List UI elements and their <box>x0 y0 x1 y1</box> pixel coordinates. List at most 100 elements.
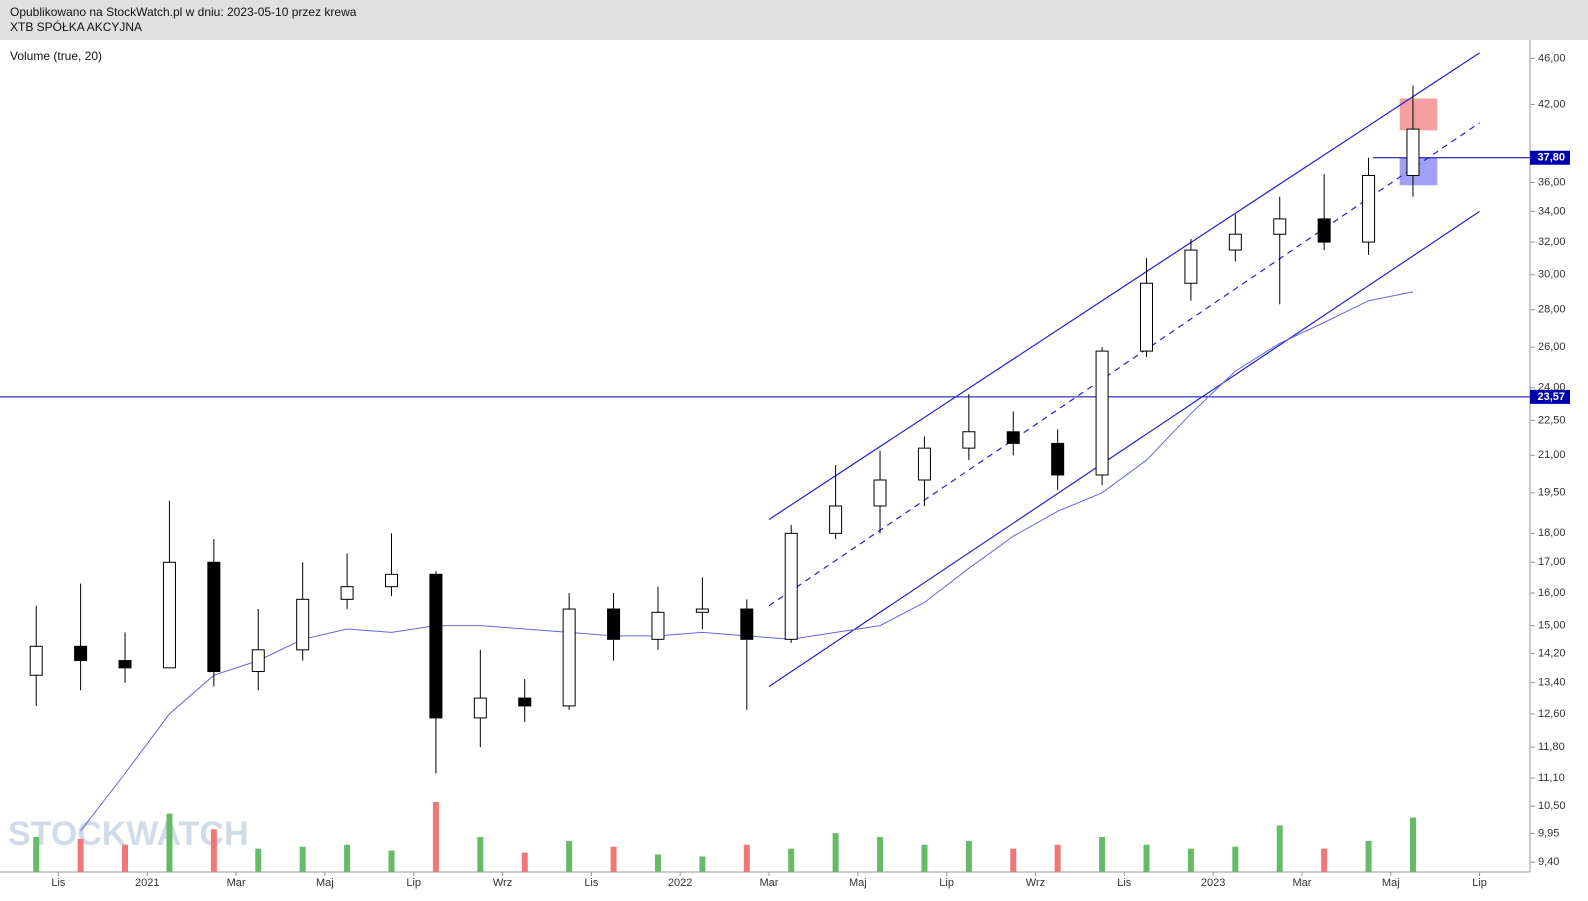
x-tick-label: Maj <box>1382 877 1400 889</box>
y-tick-label: 36,00 <box>1538 176 1566 188</box>
volume-bar <box>699 856 706 872</box>
volume-label: Volume (true, 20) <box>10 49 102 63</box>
candle-body <box>162 561 176 669</box>
volume-bar <box>432 802 439 872</box>
y-tick-label: 13,40 <box>1538 677 1566 689</box>
published-note: Opublikowano na StockWatch.pl w dniu: 20… <box>10 5 357 19</box>
candle-body <box>1184 249 1198 284</box>
volume-bar <box>210 829 217 872</box>
instrument-name: XTB SPÓŁKA AKCYJNA <box>10 20 143 34</box>
candle-body <box>1273 218 1287 235</box>
volume-bar <box>610 846 617 872</box>
candle-body <box>962 431 976 449</box>
candle-body <box>473 697 487 719</box>
volume-bar <box>877 837 884 872</box>
volume-bar <box>255 848 262 872</box>
x-tick-label: Lis <box>584 877 599 889</box>
channel-line <box>768 122 1480 607</box>
candle-body <box>385 573 398 588</box>
volume-bar <box>1321 848 1328 872</box>
watermark: STOCKWATCH <box>8 815 249 853</box>
x-tick-label: 2022 <box>668 877 692 889</box>
volume-bar <box>122 844 129 872</box>
x-tick-label: Mar <box>227 877 246 889</box>
x-tick-label: Wrz <box>493 877 512 889</box>
x-tick-label: Wrz <box>1026 877 1045 889</box>
y-tick-label: 34,00 <box>1538 205 1566 217</box>
y-tick-label: 9,95 <box>1538 827 1559 839</box>
volume-bar <box>1099 837 1106 872</box>
volume-bar <box>299 846 306 872</box>
y-tick-label: 32,00 <box>1538 236 1566 248</box>
candle-body <box>784 532 798 640</box>
y-tick-label: 17,00 <box>1538 556 1566 568</box>
x-tick-label: Lip <box>939 877 954 889</box>
candle-body <box>1006 431 1020 444</box>
y-tick-label: 10,50 <box>1538 800 1566 812</box>
y-tick-label: 19,50 <box>1538 487 1566 499</box>
volume-bar <box>1010 848 1017 872</box>
candle-body <box>429 573 443 719</box>
volume-bar <box>33 837 40 872</box>
channel-line <box>768 210 1480 688</box>
y-tick-label: 21,00 <box>1538 449 1566 461</box>
candle-body <box>562 608 576 707</box>
y-tick-label: 42,00 <box>1538 98 1566 110</box>
y-tick-label: 11,80 <box>1538 741 1565 753</box>
volume-bar <box>1409 817 1416 872</box>
header: Opublikowano na StockWatch.pl w dniu: 20… <box>0 0 1588 40</box>
candle-body <box>1140 282 1153 352</box>
channel-line <box>768 52 1480 520</box>
volume-bar <box>921 844 928 872</box>
moving-average <box>80 291 1414 832</box>
candle-body <box>1051 442 1065 476</box>
y-tick-label: 15,00 <box>1538 620 1566 632</box>
level-tag <box>1530 389 1570 404</box>
volume-bar <box>743 844 750 872</box>
candle-body <box>1317 218 1331 243</box>
volume-bar <box>566 840 573 872</box>
y-tick-label: 26,00 <box>1538 341 1566 353</box>
candle-body <box>695 608 709 613</box>
volume-bar <box>388 850 395 872</box>
y-tick-label: 30,00 <box>1538 269 1566 281</box>
volume-bar <box>521 852 528 872</box>
volume-bar <box>832 833 839 872</box>
volume-bar <box>1232 846 1239 872</box>
x-tick-label: Lip <box>406 877 421 889</box>
candle-body <box>29 645 43 676</box>
volume-bar <box>77 838 84 872</box>
candle-body <box>829 505 843 534</box>
x-tick-label: Lip <box>1472 877 1487 889</box>
candle-body <box>607 608 621 640</box>
candle-body <box>1406 128 1420 176</box>
y-tick-label: 18,00 <box>1538 527 1566 539</box>
x-tick-label: 2023 <box>1201 877 1225 889</box>
y-tick-label: 11,10 <box>1538 772 1565 784</box>
y-tick-label: 12,60 <box>1538 708 1566 720</box>
x-tick-label: Lis <box>1117 877 1132 889</box>
level-tag <box>1530 150 1570 165</box>
volume-bar <box>1187 848 1194 872</box>
volume-bar <box>1054 844 1061 872</box>
volume-bar <box>1365 840 1372 872</box>
candle-body <box>1228 233 1242 251</box>
zone <box>1399 98 1438 131</box>
volume-bar <box>654 854 661 872</box>
level-label: 37,80 <box>1537 152 1565 164</box>
x-tick-label: Maj <box>316 877 334 889</box>
candle-body <box>1362 174 1376 243</box>
candle-body <box>251 649 265 673</box>
candle-body <box>651 611 665 640</box>
x-tick-label: Lis <box>51 877 66 889</box>
candle-body <box>296 598 310 651</box>
y-tick-label: 22,50 <box>1538 414 1566 426</box>
y-tick-label: 28,00 <box>1538 304 1566 316</box>
candle-body <box>118 660 132 669</box>
y-tick-label: 14,20 <box>1538 647 1566 659</box>
candle-body <box>207 561 221 673</box>
volume-bar <box>166 813 173 872</box>
y-tick-label: 46,00 <box>1538 52 1566 64</box>
